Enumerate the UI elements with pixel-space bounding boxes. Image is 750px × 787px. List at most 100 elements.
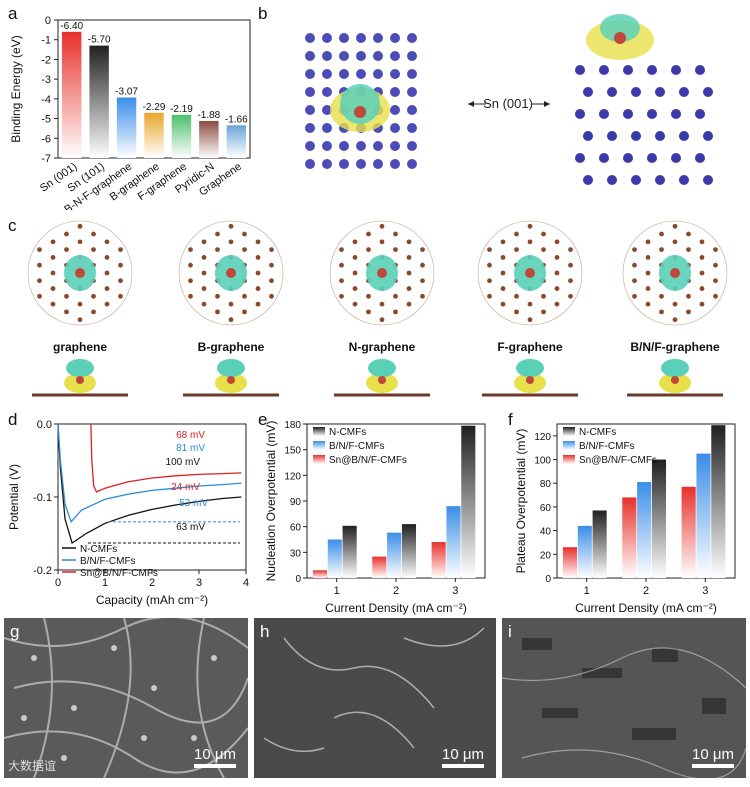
sn-atom	[671, 376, 679, 384]
sn-atom	[75, 268, 85, 278]
graphene-structure	[329, 220, 435, 326]
sn-atom	[390, 87, 400, 97]
voltage-profile-chart: 0 1 2 3 4 -0.2 -0.1 0.0 Capacity (mAh cm⁻²) Poten…	[7, 419, 249, 607]
y-tick-label: 0.0	[37, 419, 52, 431]
sn-atom	[390, 69, 400, 79]
carbon-atom	[500, 270, 506, 276]
y-tick-label: -5	[41, 114, 51, 126]
carbon-atom	[77, 317, 83, 323]
charge-cloud	[217, 359, 245, 377]
legend-label: N-CMFs	[329, 427, 366, 438]
series-line	[90, 423, 242, 493]
bar-value-label: -6.40	[60, 21, 83, 32]
carbon-atom	[527, 223, 533, 229]
arrow-right-icon	[532, 101, 550, 107]
carbon-atom	[352, 286, 358, 291]
carbon-atom	[228, 223, 234, 229]
sn-atom	[671, 153, 681, 163]
scale-bar-h: 10 μm	[442, 746, 484, 768]
y-tick-label: 120	[534, 432, 551, 443]
carbon-atom	[201, 255, 207, 260]
sn-atom	[670, 268, 680, 278]
y-tick-label: 0	[545, 574, 551, 585]
panel-label-i: i	[508, 622, 512, 641]
carbon-atom	[672, 239, 678, 245]
nucleation-overpotential-chart: 0 30 60 90 120 150 180 Current Density (mA cm⁻²…	[264, 420, 486, 615]
sn-atom	[407, 159, 417, 169]
bar	[592, 510, 607, 578]
carbon-atom	[487, 293, 492, 299]
annotation-label: 68 mV	[176, 430, 205, 441]
carbon-atom	[672, 223, 678, 229]
carbon-atom	[554, 286, 560, 291]
y-tick-label: 180	[284, 420, 301, 431]
sn-atom	[599, 109, 609, 119]
carbon-atom	[352, 301, 358, 307]
sn-atom	[339, 141, 349, 151]
carbon-atom	[64, 247, 69, 252]
carbon-atom	[554, 255, 560, 260]
legend-swatch	[313, 441, 325, 450]
x-axis-label: Current Density (mA cm⁻²)	[575, 601, 717, 615]
sn-atom	[526, 376, 534, 384]
x-tick-label: 1	[334, 585, 340, 597]
annotation-label: 63 mV	[176, 522, 205, 533]
carbon-atom	[645, 286, 651, 291]
annotation-label: 100 mV	[166, 457, 201, 468]
carbon-atom	[406, 301, 412, 307]
carbon-atom	[713, 278, 718, 284]
x-tick-label: 2	[643, 585, 649, 597]
bar	[401, 524, 417, 578]
sn-atom	[407, 123, 417, 133]
sn-atom	[583, 175, 593, 185]
sn-atom	[575, 109, 585, 119]
sn-atom	[671, 65, 681, 75]
y-tick-label: -6	[41, 133, 51, 145]
sn-atom	[407, 33, 417, 43]
side-view	[183, 359, 279, 397]
carbon-atom	[500, 286, 506, 291]
bar	[342, 525, 357, 578]
sn-atom	[695, 109, 705, 119]
carbon-atom	[339, 293, 344, 299]
sn-atom	[655, 87, 665, 97]
sn-atom	[377, 268, 387, 278]
carbon-atom	[104, 286, 110, 291]
carbon-atom	[215, 309, 220, 315]
carbon-atom	[659, 309, 664, 315]
carbon-atom	[420, 247, 425, 252]
bar-value-label: -2.19	[170, 104, 193, 115]
carbon-atom	[37, 262, 42, 268]
sn-atom	[322, 159, 332, 169]
carbon-atom	[50, 239, 56, 245]
carbon-atom	[568, 293, 573, 299]
sn-atom	[407, 51, 417, 61]
carbon-atom	[541, 293, 546, 299]
sn-atom	[407, 69, 417, 79]
carbon-atom	[188, 293, 193, 299]
sn-atom	[305, 51, 315, 61]
series-line	[57, 423, 242, 524]
y-tick-label: 60	[290, 523, 302, 534]
carbon-atom	[659, 247, 664, 252]
sn-atom	[583, 131, 593, 141]
sn-lattice-side-view	[575, 65, 713, 185]
x-tick-label: 2	[393, 585, 399, 597]
carbon-atom	[64, 293, 69, 299]
bar	[562, 547, 578, 578]
sn-atom	[322, 51, 332, 61]
carbon-atom	[366, 247, 371, 252]
sn-atom	[679, 175, 689, 185]
carbon-atom	[64, 231, 69, 237]
y-tick-label: 150	[284, 446, 301, 457]
y-tick-label: -0.1	[33, 492, 52, 504]
carbon-atom	[500, 255, 506, 260]
carbon-atom	[91, 293, 96, 299]
carbon-atom	[255, 239, 261, 245]
bar-value-label: -1.66	[225, 114, 248, 125]
sn-atom	[390, 123, 400, 133]
carbon-atom	[215, 247, 220, 252]
bar	[372, 556, 387, 578]
graphene-structure	[477, 220, 583, 326]
